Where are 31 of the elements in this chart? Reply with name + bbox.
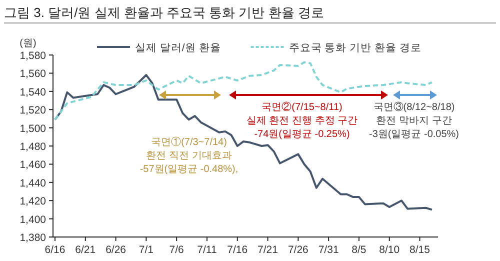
y-tick-label: 1,440 <box>20 177 46 190</box>
x-tick-label: 6/16 <box>44 244 66 256</box>
y-tick-label: 1,420 <box>20 196 46 208</box>
x-tick-label: 8/15 <box>410 244 430 256</box>
y-tick-label: 1,460 <box>20 159 46 172</box>
x-tick-label: 7/31 <box>318 244 339 256</box>
annotation: 국면①(7/3~7/14) 환전 직전 기대효과 -57원(일평균 -0.48%), <box>140 137 238 175</box>
x-tick-label: 8/10 <box>379 244 400 256</box>
y-tick-label: 1,560 <box>20 68 46 80</box>
x-tick-label: 6/21 <box>75 244 96 256</box>
x-tick-label: 8/5 <box>352 244 366 256</box>
x-tick-label: 7/26 <box>288 244 309 256</box>
legend-label: 주요국 통화 기반 환율 경로 <box>288 42 422 54</box>
y-tick-label: 1,540 <box>20 86 46 98</box>
y-tick-label: 1,500 <box>20 122 46 135</box>
y-tick-label: 1,400 <box>20 214 46 226</box>
legend-label: 실제 달러/원 환율 <box>135 42 221 54</box>
y-tick-label: 1,480 <box>20 141 46 153</box>
annotation: 국면②(7/15~8/11) 실제 환전 진행 추정 구간 -74원(일평균 -0.25%) <box>246 102 358 140</box>
x-tick-label: 7/21 <box>258 244 278 256</box>
y-axis-title: (원) <box>20 38 36 49</box>
x-tick-label: 6/26 <box>106 244 126 256</box>
y-tick-label: 1,520 <box>20 104 46 117</box>
x-tick-label: 7/1 <box>138 244 154 256</box>
x-tick-label: 7/6 <box>169 244 184 256</box>
annotation: 국면③(8/12~8/18) 환전 막바지 구간 -3원(일평균 -0.05%) <box>369 102 459 140</box>
title: 그림 3. 달러/원 실제 환율과 주요국 통화 기반 환율 경로 <box>4 5 324 20</box>
x-tick-label: 7/16 <box>227 244 248 256</box>
y-tick-label: 1,380 <box>20 232 46 244</box>
x-tick-label: 7/11 <box>197 244 217 256</box>
y-tick-label: 1,580 <box>20 50 46 62</box>
